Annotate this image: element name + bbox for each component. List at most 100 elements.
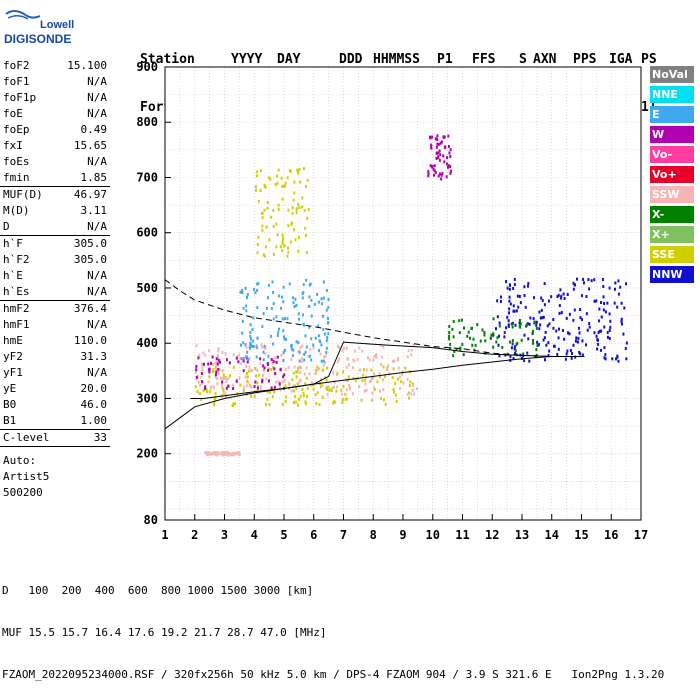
- echo-point: [557, 327, 560, 331]
- echo-point: [273, 385, 276, 389]
- echo-point: [325, 308, 328, 312]
- echo-point: [527, 337, 530, 341]
- echo-point: [270, 215, 273, 219]
- distance-values: 100 200 400 600 800 1000 1500 3000 [km]: [8, 584, 314, 597]
- echo-point: [292, 198, 295, 202]
- echo-point: [224, 352, 227, 356]
- x-tick-label: 11: [455, 528, 469, 542]
- param-label: D: [3, 220, 10, 233]
- echo-point: [440, 140, 443, 144]
- echo-point: [527, 281, 530, 285]
- echo-point: [297, 170, 300, 174]
- echo-point: [499, 299, 502, 303]
- echo-point: [325, 339, 328, 343]
- digisonde-logo: Lowell DIGISONDE: [0, 6, 80, 46]
- echo-point: [430, 146, 433, 150]
- echo-point: [202, 351, 205, 355]
- param-value: 305.0: [73, 237, 107, 250]
- x-tick-label: 5: [280, 528, 287, 542]
- echo-point: [215, 370, 218, 374]
- echo-point: [295, 400, 298, 404]
- echo-point: [250, 394, 253, 398]
- echo-point: [297, 317, 300, 321]
- echo-point: [505, 280, 508, 284]
- echo-point: [241, 319, 244, 323]
- echo-point: [214, 365, 217, 369]
- param-value: 1.00: [80, 414, 108, 427]
- echo-point: [205, 388, 208, 392]
- echo-point: [409, 380, 412, 384]
- param-value: N/A: [87, 75, 107, 88]
- echo-point: [276, 355, 279, 359]
- echo-point: [198, 383, 201, 387]
- echo-point: [210, 361, 213, 365]
- echo-point: [393, 359, 396, 363]
- echo-point: [299, 371, 302, 375]
- echo-point: [429, 135, 432, 139]
- echo-point: [281, 241, 284, 245]
- echo-point: [440, 173, 443, 177]
- echo-point: [510, 346, 513, 350]
- echo-point: [616, 355, 619, 359]
- echo-point: [201, 380, 204, 384]
- echo-point: [254, 291, 257, 295]
- echo-point: [238, 376, 241, 380]
- echo-point: [320, 343, 323, 347]
- param-row: M(D) 3.11: [0, 203, 110, 219]
- echo-point: [263, 254, 266, 258]
- echo-point: [603, 301, 606, 305]
- param-label: foE: [3, 107, 23, 120]
- echo-point: [507, 324, 510, 328]
- echo-point: [432, 167, 435, 171]
- echo-point: [297, 249, 300, 253]
- echo-point: [372, 358, 375, 362]
- echo-point: [585, 312, 588, 316]
- echo-point: [531, 329, 534, 333]
- echo-point: [348, 387, 351, 391]
- echo-point: [492, 345, 495, 349]
- echo-point: [471, 343, 474, 347]
- echo-point: [293, 365, 296, 369]
- echo-point: [297, 171, 300, 175]
- echo-point: [271, 395, 274, 399]
- echo-point: [301, 196, 304, 200]
- echo-point: [620, 322, 623, 326]
- echo-point: [302, 392, 305, 396]
- echo-point: [208, 370, 211, 374]
- echo-point: [217, 367, 220, 371]
- echo-point: [284, 368, 287, 372]
- echo-point: [310, 358, 313, 362]
- echo-point: [395, 399, 398, 403]
- echo-point: [437, 151, 440, 155]
- echo-point: [566, 292, 569, 296]
- echo-point: [577, 336, 580, 340]
- param-row: foEp 0.49: [0, 122, 110, 138]
- echo-point: [267, 354, 270, 358]
- echo-point: [239, 290, 242, 294]
- echo-point: [335, 389, 338, 393]
- echo-point: [245, 364, 248, 368]
- echo-point: [392, 390, 395, 394]
- echo-point: [362, 373, 365, 377]
- echo-point: [231, 453, 234, 457]
- echo-point: [603, 325, 606, 329]
- echo-point: [298, 206, 301, 210]
- param-row: yF2 31.3: [0, 349, 110, 365]
- echo-point: [207, 380, 210, 384]
- echo-point: [608, 328, 611, 332]
- echo-point: [604, 310, 607, 314]
- echo-point: [604, 353, 607, 357]
- echo-point: [296, 382, 299, 386]
- echo-point: [244, 375, 247, 379]
- echo-point: [394, 382, 397, 386]
- echo-point: [413, 392, 416, 396]
- echo-point: [410, 348, 413, 352]
- echo-point: [197, 356, 200, 360]
- echo-point: [410, 392, 413, 396]
- echo-point: [305, 376, 308, 380]
- echo-point: [304, 400, 307, 404]
- echo-point: [548, 322, 551, 326]
- echo-point: [272, 360, 275, 364]
- x-tick-label: 9: [399, 528, 406, 542]
- echo-point: [508, 307, 511, 311]
